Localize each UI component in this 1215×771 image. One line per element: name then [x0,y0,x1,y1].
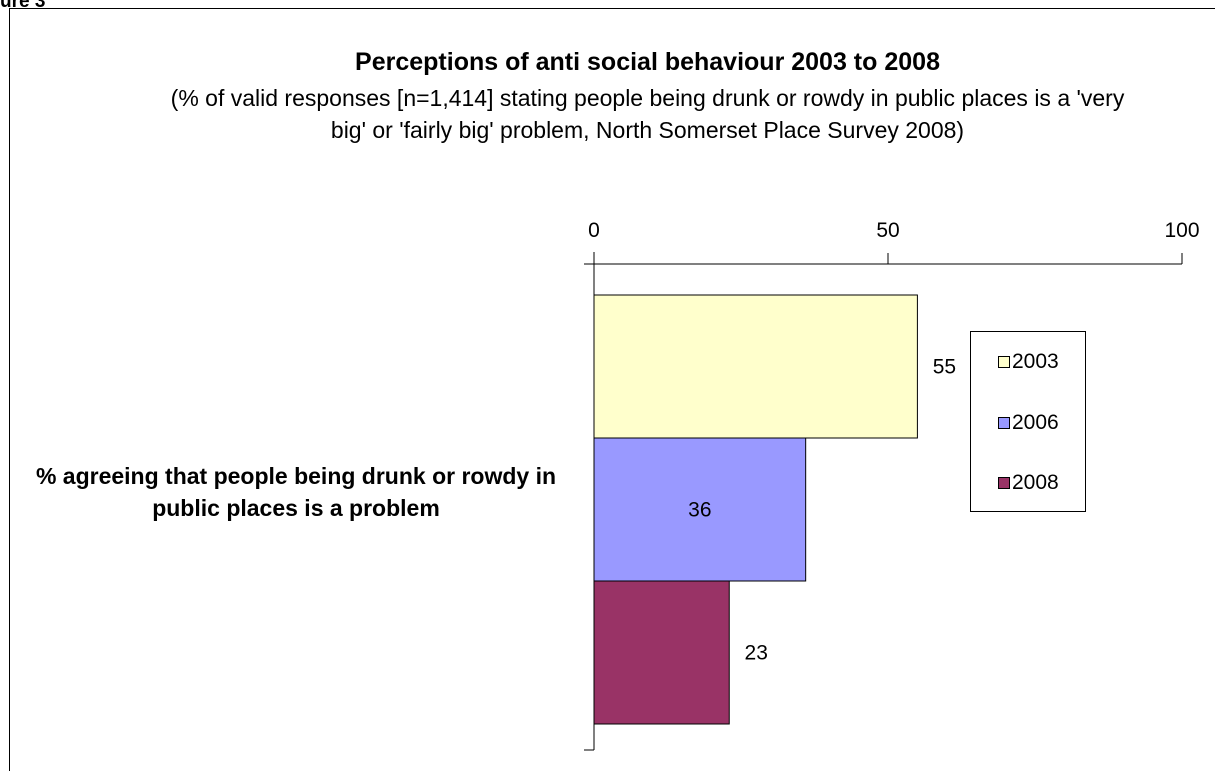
legend: 2003 2006 2008 [970,331,1086,512]
legend-label-2003: 2003 [1012,350,1059,373]
legend-item-2008: 2008 [998,471,1059,495]
x-tick-label-100: 100 [1164,219,1199,242]
x-tick-label-50: 50 [876,219,899,242]
data-label-2008: 23 [745,642,768,665]
bar-2008 [593,580,730,725]
figure-label: ure 3 [0,0,46,12]
legend-label-2006: 2006 [1012,411,1059,434]
bar-2003 [593,294,918,439]
data-label-2003: 55 [933,356,956,379]
legend-swatch-2003 [998,356,1010,368]
bar-2006 [593,437,807,582]
chart-title: Perceptions of anti social behaviour 200… [355,48,940,76]
legend-item-2006: 2006 [998,411,1059,435]
chart-subtitle: (% of valid responses [n=1,414] stating … [170,85,1125,143]
data-label-2006: 36 [688,499,711,522]
legend-swatch-2008 [998,477,1010,489]
chart-frame [9,8,1215,771]
legend-swatch-2006 [998,417,1010,429]
legend-item-2003: 2003 [998,350,1059,374]
x-tick-label-0: 0 [588,219,600,242]
legend-label-2008: 2008 [1012,471,1059,494]
category-label: % agreeing that people being drunk or ro… [35,463,557,521]
